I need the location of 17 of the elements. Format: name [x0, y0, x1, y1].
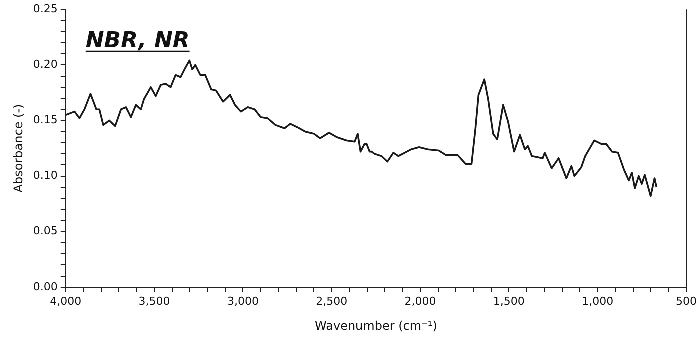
x-axis-title: Wavenumber (cm⁻¹): [315, 318, 438, 333]
x-tick-label: 1,000: [582, 294, 614, 308]
y-tick-label: 0.15: [33, 114, 58, 127]
y-tick-label: 0.00: [33, 280, 58, 294]
x-tick-label: 1,500: [493, 294, 525, 308]
y-tick-label: 0.10: [33, 169, 58, 182]
x-tick-label: 2,500: [316, 294, 348, 308]
x-tick-label: 4,000: [50, 294, 82, 308]
y-tick-label: 0.05: [33, 224, 58, 238]
y-tick-label: 0.25: [33, 2, 58, 16]
text: NBR, NR: [86, 28, 190, 54]
x-tick-label: 3,000: [227, 294, 259, 308]
y-axis-title: Absorbance (-): [11, 104, 26, 193]
x-tick-label: 3,500: [138, 294, 170, 308]
x-tick-label: 500: [676, 294, 697, 308]
y-tick-label: 0.20: [33, 58, 58, 72]
x-tick-label: 2,000: [404, 294, 436, 308]
